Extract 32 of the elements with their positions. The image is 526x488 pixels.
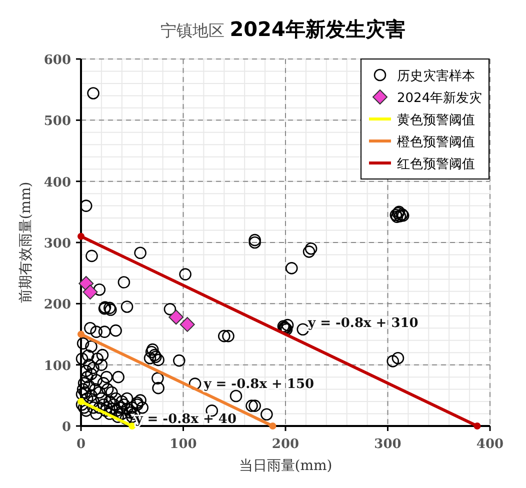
- x-tick-label: 0: [76, 437, 86, 452]
- y-tick-label: 500: [44, 114, 71, 130]
- y-tick-label: 0: [62, 420, 71, 435]
- y-tick-label: 400: [44, 175, 71, 190]
- chart-title: 宁镇地区: [160, 21, 230, 40]
- y-tick-label: 600: [44, 53, 71, 68]
- point: [78, 232, 84, 240]
- x-tick-label: 400: [476, 437, 504, 452]
- y-tick-label: 100: [44, 358, 71, 374]
- annotation: y = -0.8x + 310: [306, 316, 418, 331]
- point: [168, 310, 184, 325]
- annotation: y = -0.8x + 40: [134, 412, 236, 427]
- chart-subtitle: 2024年新发生灾害: [230, 17, 406, 41]
- point: [78, 276, 94, 291]
- point: [82, 284, 98, 300]
- y-tick-label: 300: [44, 236, 71, 252]
- x-tick-label: 300: [374, 437, 402, 452]
- point: [474, 422, 481, 430]
- legend-label: 2024年新发灾: [397, 90, 482, 106]
- x-tick-label: 200: [272, 437, 300, 452]
- y-axis-title: 前期有效雨量(mm): [18, 182, 34, 304]
- x-axis-title: 当日雨量(mm): [238, 458, 332, 474]
- legend-label: 红色预警阈值: [397, 157, 475, 172]
- legend-label: 橙色预警阈值: [397, 135, 475, 150]
- y-tick-label: 200: [44, 298, 71, 313]
- annotation: y = -0.8x + 150: [202, 377, 314, 392]
- point: [269, 422, 276, 430]
- point: [180, 316, 195, 332]
- legend-label: 黄色预警阈值: [397, 113, 475, 128]
- x-tick-label: 100: [170, 437, 197, 452]
- legend-label: 历史灾害样本: [397, 68, 475, 84]
- point: [78, 330, 84, 338]
